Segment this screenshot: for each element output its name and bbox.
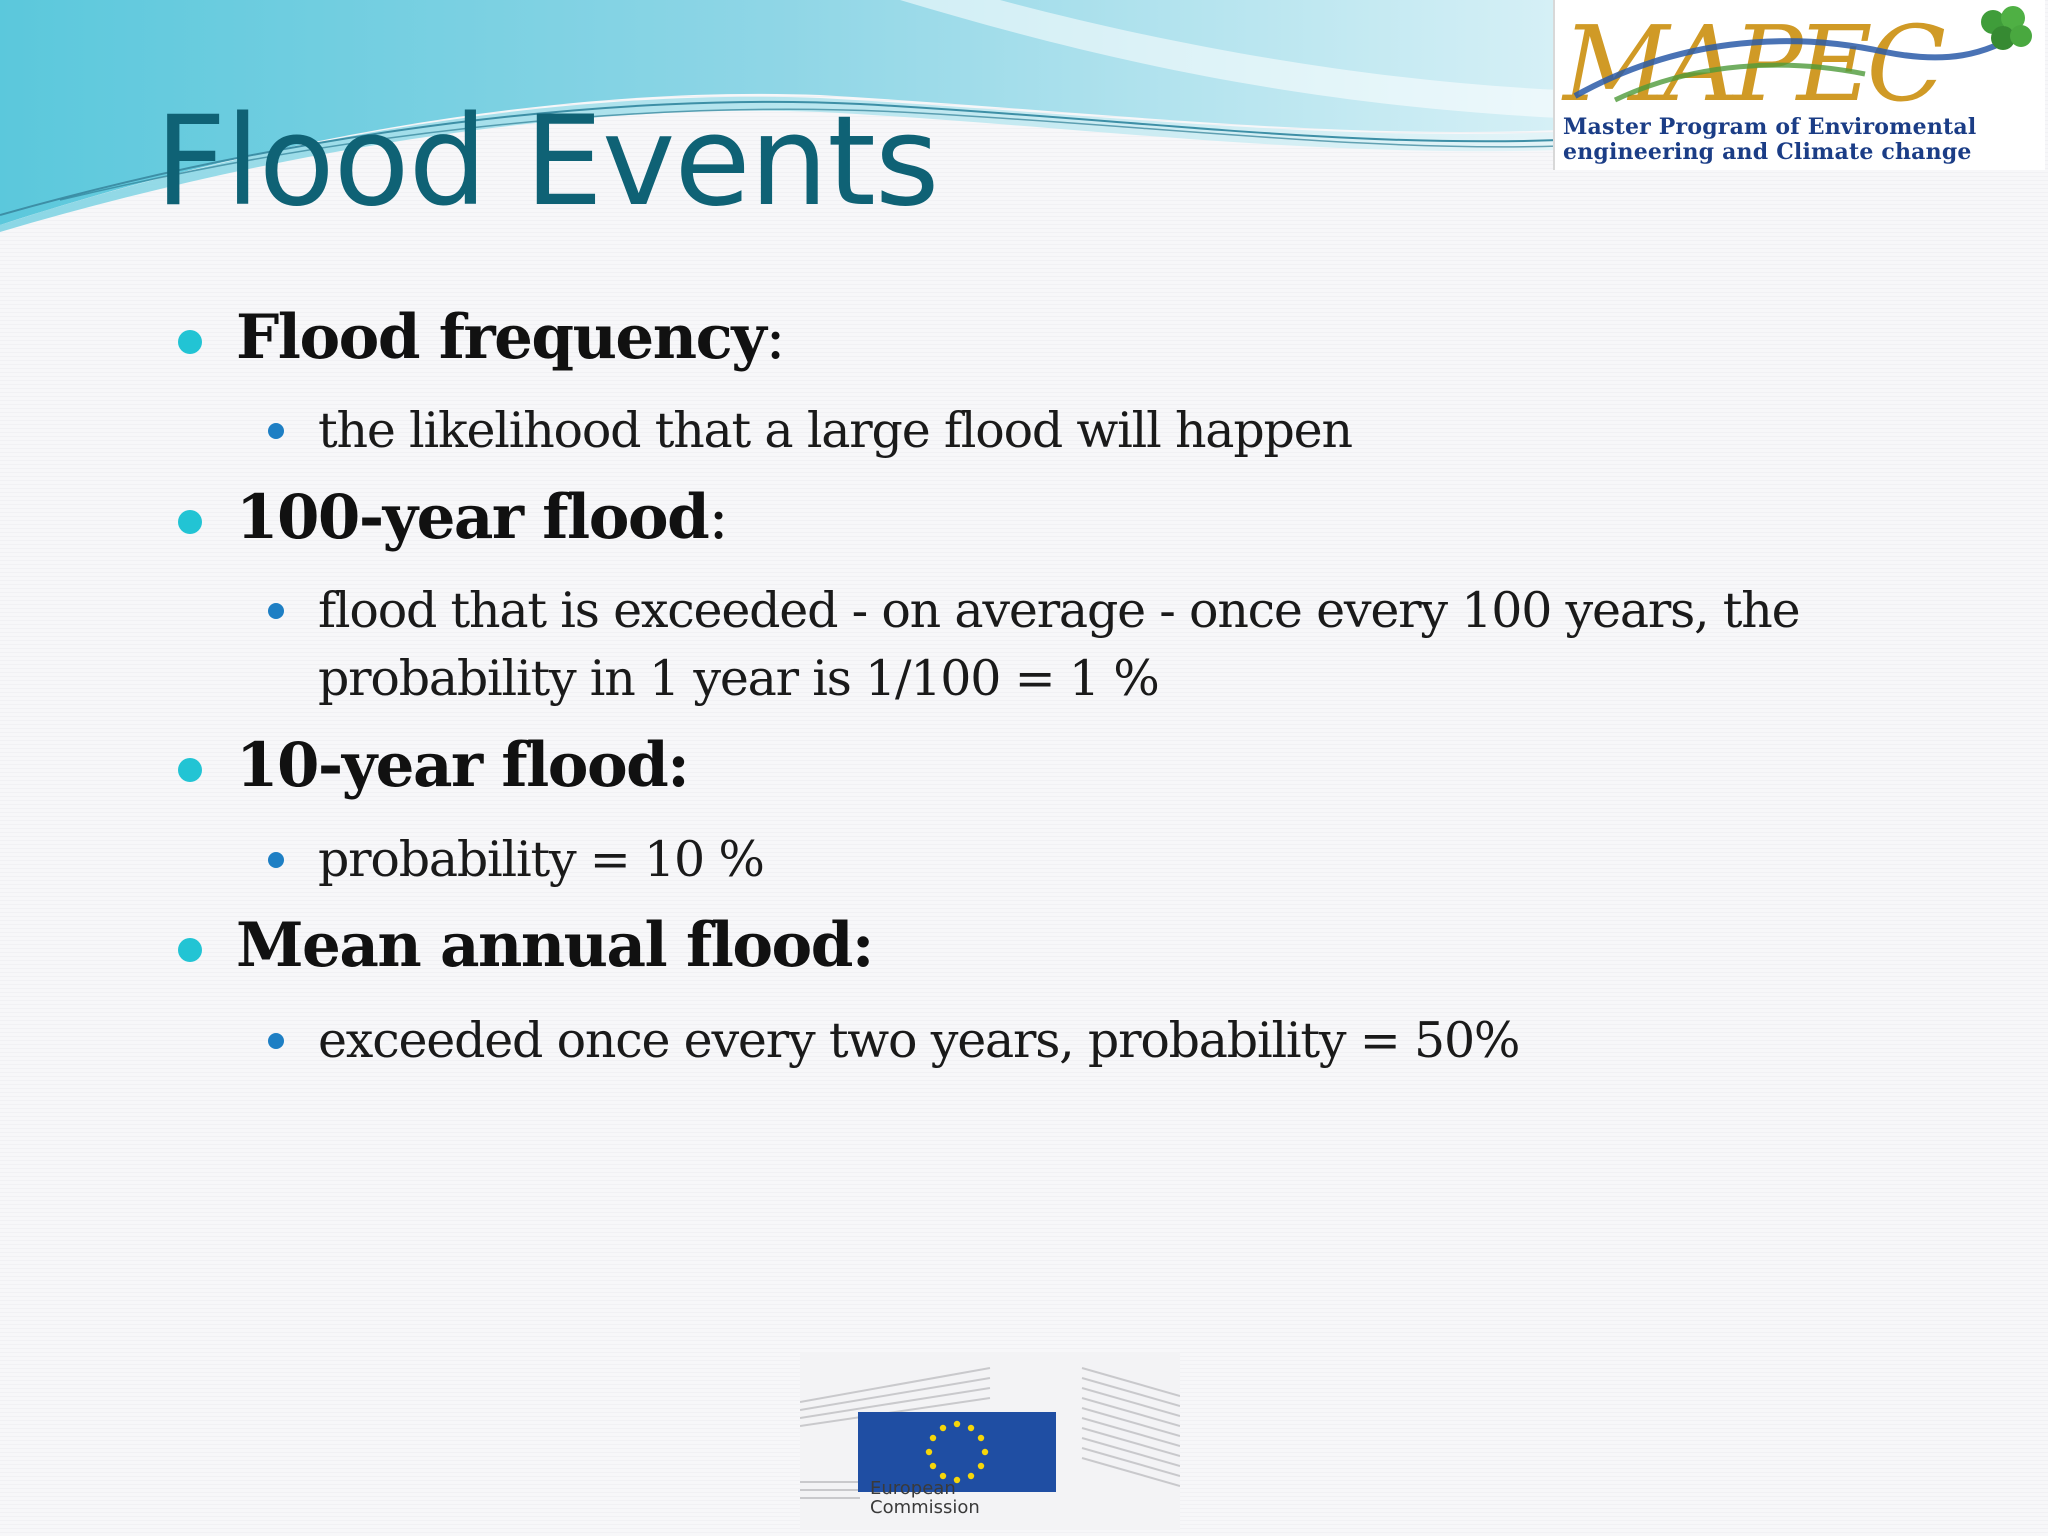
mapec-wordmark-graphic: MAPEC bbox=[1561, 3, 2032, 125]
european-commission-logo: European Commission bbox=[800, 1352, 1180, 1530]
bullet-dot-level2 bbox=[268, 423, 284, 439]
bullet-dot-level2 bbox=[268, 603, 284, 619]
bullet-heading-flood-frequency: Flood frequency: bbox=[236, 307, 786, 368]
sub-bullet-text: exceeded once every two years, probabili… bbox=[318, 1012, 1520, 1069]
bullet-heading-10-year-flood: 10-year flood: bbox=[236, 735, 690, 796]
bullet-dot-level2 bbox=[268, 852, 284, 868]
eu-stars-icon bbox=[925, 1420, 989, 1484]
bullet-dot-level2 bbox=[268, 1033, 284, 1049]
header-wave-decoration bbox=[0, 0, 1561, 232]
logo-tagline-line-2: engineering and Climate change bbox=[1563, 139, 1972, 165]
heading-text: 100-year flood bbox=[236, 482, 710, 553]
sub-bullet-text: the likelihood that a large flood will h… bbox=[318, 402, 1353, 459]
ec-label-line-1: European bbox=[870, 1478, 956, 1499]
heading-text: Mean annual flood: bbox=[236, 910, 874, 981]
mapec-logo: MAPEC Master Program of Enviromental eng… bbox=[1553, 0, 2045, 170]
heading-suffix: : bbox=[765, 302, 786, 373]
bullet-dot-level1 bbox=[178, 330, 202, 354]
heading-text: Flood frequency bbox=[236, 302, 767, 373]
sub-bullet-text: flood that is exceeded - on average - on… bbox=[318, 582, 1801, 639]
ec-building-emblem bbox=[800, 1367, 1180, 1499]
ec-label-line-2: Commission bbox=[870, 1497, 980, 1518]
heading-suffix: : bbox=[708, 482, 729, 553]
bullet-dot-level1 bbox=[178, 758, 202, 782]
logo-tagline-line-1: Master Program of Enviromental bbox=[1563, 114, 1977, 140]
bullet-heading-mean-annual-flood: Mean annual flood: bbox=[236, 915, 874, 976]
heading-text: 10-year flood: bbox=[236, 730, 690, 801]
bullet-dot-level1 bbox=[178, 510, 202, 534]
slide-title: Flood Events bbox=[155, 90, 939, 234]
sub-bullet-text-continued: probability in 1 year is 1/100 = 1 % bbox=[318, 650, 1160, 707]
bullet-dot-level1 bbox=[178, 938, 202, 962]
sub-bullet-text: probability = 10 % bbox=[318, 831, 765, 888]
bullet-heading-100-year-flood: 100-year flood: bbox=[236, 487, 729, 548]
slide-body: Flood frequency: the likelihood that a l… bbox=[178, 307, 1801, 1069]
